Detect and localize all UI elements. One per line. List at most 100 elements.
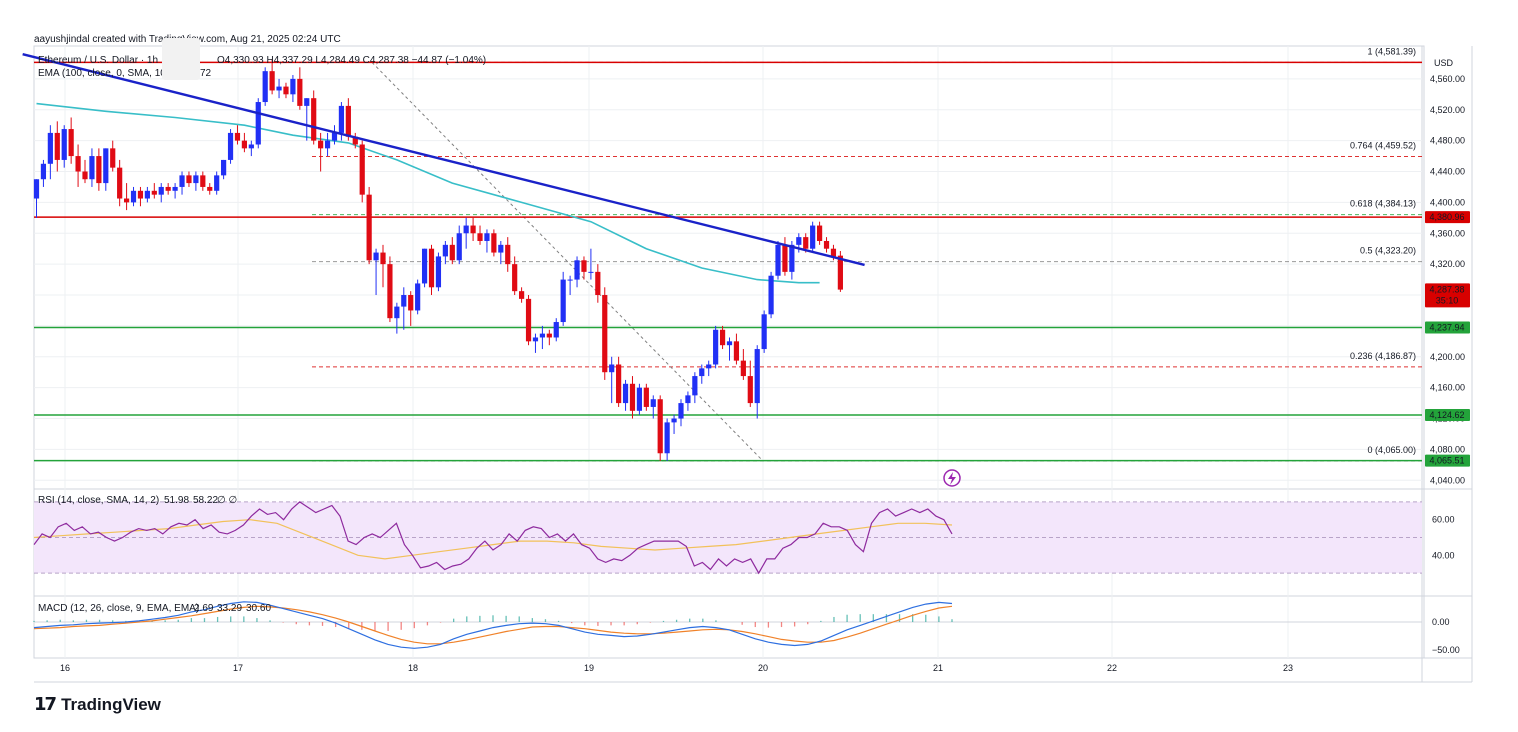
candle-body bbox=[54, 132, 60, 160]
price-level-tag bbox=[1425, 211, 1470, 224]
candle-body bbox=[214, 175, 220, 191]
candle-body bbox=[123, 198, 130, 203]
candle-body bbox=[179, 175, 185, 187]
candle-body bbox=[373, 252, 379, 261]
candle-body bbox=[207, 186, 213, 191]
fib-level-label: 0.5 (4,323.20) bbox=[1360, 246, 1416, 256]
candle-body bbox=[200, 175, 206, 187]
candle-body bbox=[622, 383, 629, 404]
candle-body bbox=[816, 225, 823, 241]
candle-body bbox=[796, 237, 802, 245]
signal-line bbox=[33, 605, 953, 645]
candle-body bbox=[629, 383, 636, 411]
time-axis-label: 18 bbox=[408, 663, 418, 673]
rsi-line bbox=[33, 501, 953, 575]
candle-body bbox=[435, 256, 442, 288]
candle-body bbox=[103, 148, 109, 184]
candle-body bbox=[144, 190, 150, 199]
candle-body bbox=[262, 71, 268, 103]
candle-body bbox=[609, 364, 615, 373]
macd-axis-label: 0.00 bbox=[1432, 617, 1450, 627]
candle-body bbox=[782, 244, 788, 272]
price-axis-label: 4,480.00 bbox=[1430, 136, 1465, 146]
candle-body bbox=[89, 156, 95, 180]
candle-body bbox=[650, 399, 656, 407]
time-axis-label: 19 bbox=[584, 663, 594, 673]
candle-body bbox=[380, 252, 386, 265]
candle-body bbox=[636, 387, 643, 411]
candle-body bbox=[366, 194, 372, 261]
candle-body bbox=[331, 132, 338, 141]
price-level-tag-label: 4,237.94 bbox=[1429, 322, 1464, 332]
candle-body bbox=[602, 295, 608, 373]
candle-body bbox=[283, 86, 289, 95]
price-level-tag bbox=[1425, 408, 1470, 421]
ema-100-line bbox=[36, 102, 820, 284]
candle-body bbox=[456, 233, 462, 261]
candle-body bbox=[553, 322, 559, 338]
macd-hist-value: 2.69 bbox=[194, 603, 214, 614]
candle-body bbox=[96, 156, 102, 184]
candle-body bbox=[657, 399, 663, 454]
candle-body bbox=[512, 264, 518, 292]
candle-body bbox=[740, 360, 746, 377]
time-axis-label: 20 bbox=[758, 663, 768, 673]
candle-body bbox=[47, 132, 53, 164]
candle-body bbox=[692, 376, 698, 396]
candle-body bbox=[304, 98, 310, 106]
candle-body bbox=[401, 295, 407, 307]
candle-body bbox=[338, 105, 345, 133]
price-axis-label: 4,040.00 bbox=[1430, 475, 1465, 485]
candle-body bbox=[421, 248, 428, 284]
countdown-label: 35:10 bbox=[1436, 295, 1459, 305]
candle-body bbox=[532, 337, 539, 342]
candle-body bbox=[546, 333, 552, 338]
candle-body bbox=[491, 233, 497, 253]
candle-body bbox=[754, 349, 760, 404]
macd-histogram bbox=[33, 614, 953, 631]
candle-body bbox=[567, 279, 573, 281]
candle-body bbox=[248, 144, 254, 149]
candle-body bbox=[595, 271, 601, 296]
tradingview-logo-icon: 𝟭𝟳 bbox=[34, 694, 57, 714]
candle-body bbox=[616, 364, 622, 404]
rsi-label: RSI (14, close, SMA, 14, 2) bbox=[38, 495, 159, 506]
candle-body bbox=[428, 248, 435, 288]
price-level-tag bbox=[1425, 454, 1470, 467]
candle-body bbox=[719, 329, 726, 346]
price-axis-label: 4,320.00 bbox=[1430, 259, 1465, 269]
candle-body bbox=[664, 422, 670, 454]
ema-value: 72 bbox=[200, 68, 212, 79]
candle-body bbox=[158, 186, 164, 195]
candle-body bbox=[82, 171, 88, 180]
candle-body bbox=[442, 244, 448, 257]
price-axis-label: 4,520.00 bbox=[1430, 105, 1465, 115]
fib-level-label: 0.618 (4,384.13) bbox=[1350, 199, 1416, 209]
candle-body bbox=[768, 275, 774, 315]
time-axis-label: 17 bbox=[233, 663, 243, 673]
candle-body bbox=[297, 78, 303, 106]
candle-body bbox=[525, 298, 532, 342]
candle-body bbox=[408, 295, 414, 311]
price-axis-label: 4,560.00 bbox=[1430, 74, 1465, 84]
price-level-tag-label: 4,065.51 bbox=[1429, 456, 1464, 466]
candle-body bbox=[733, 341, 740, 361]
redaction-box bbox=[162, 38, 200, 80]
candle-body bbox=[678, 403, 684, 419]
price-axis-label: 4,360.00 bbox=[1430, 228, 1465, 238]
price-axis-label: 4,440.00 bbox=[1430, 167, 1465, 177]
candle-body bbox=[394, 306, 400, 319]
price-level-tag-label: 4,124.62 bbox=[1429, 410, 1464, 420]
brand-name: TradingView bbox=[61, 694, 161, 714]
rsi-sma-line bbox=[33, 519, 953, 560]
candle-body bbox=[137, 190, 144, 199]
candle-body bbox=[484, 233, 490, 241]
candle-body bbox=[470, 225, 476, 234]
candle-body bbox=[463, 225, 469, 234]
candle-body bbox=[775, 244, 781, 276]
tradingview-logo: 𝟭𝟳 TradingView bbox=[34, 694, 161, 715]
candle-body bbox=[234, 132, 241, 141]
candle-body bbox=[227, 132, 234, 160]
candle-body bbox=[699, 368, 705, 377]
